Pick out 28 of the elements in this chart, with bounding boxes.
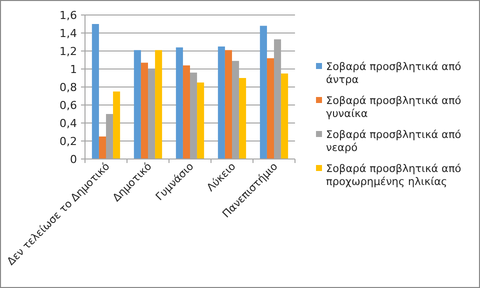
bar (281, 74, 288, 159)
bar (98, 136, 106, 159)
y-tick-label: 1 (70, 62, 77, 76)
legend-label: Σοβαρά προσβλητικά από γυναίκα (326, 95, 462, 120)
bar (182, 65, 190, 159)
legend-label: Σοβαρά προσβλητικά από άντρα (326, 61, 462, 86)
bar (176, 47, 183, 159)
bar (266, 58, 274, 159)
y-tick-label: 1,6 (60, 8, 77, 22)
bar (155, 50, 162, 159)
bar (134, 50, 141, 159)
y-tick-label: 0,4 (60, 116, 77, 130)
bar (92, 24, 99, 159)
bar (224, 50, 232, 159)
bar (218, 46, 225, 159)
y-tick-label: 1,4 (60, 26, 77, 40)
legend-label: Σοβαρά προσβλητικά από προχωρημένης ηλικίας (326, 163, 462, 188)
bar (140, 62, 148, 159)
bar (260, 26, 267, 159)
y-tick-label: 0,6 (60, 98, 77, 112)
bar (239, 78, 246, 159)
y-tick-label: 0 (70, 152, 77, 166)
y-tick-label: 1,2 (60, 44, 77, 58)
y-tick-label: 0,2 (60, 134, 77, 148)
bar (197, 82, 204, 159)
bar (113, 92, 120, 159)
y-tick-label: 0,8 (60, 80, 77, 94)
legend-label: Σοβαρά προσβλητικά από νεαρό (326, 129, 462, 154)
